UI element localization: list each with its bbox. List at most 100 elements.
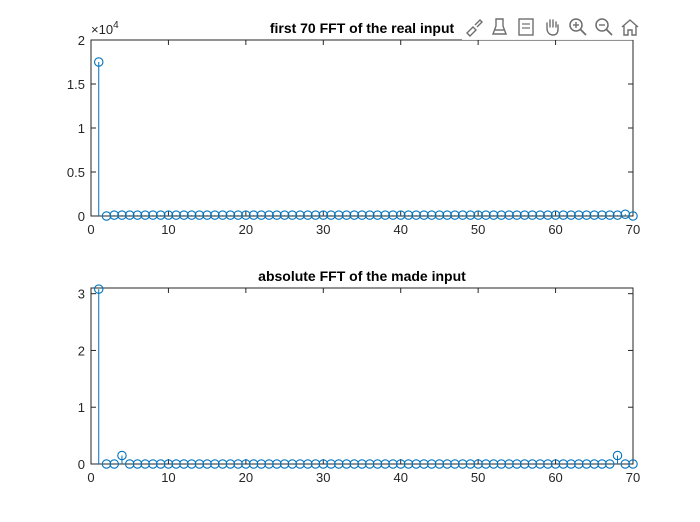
stem-marker	[326, 210, 336, 220]
stem-marker	[504, 210, 514, 220]
stem-marker	[512, 210, 522, 220]
stem-marker	[179, 210, 189, 220]
stem-marker	[434, 459, 445, 469]
stem-marker	[124, 210, 135, 220]
stem-marker	[589, 210, 600, 220]
stem-marker	[496, 210, 507, 220]
stem-marker	[457, 459, 468, 469]
stem-marker	[140, 210, 150, 220]
stem-marker	[612, 450, 623, 461]
stem-marker	[93, 57, 104, 67]
zoom-out-icon[interactable]	[592, 15, 616, 39]
stem-marker	[605, 459, 615, 469]
stem-marker	[628, 459, 638, 469]
stem-marker	[519, 210, 530, 220]
stem-marker	[628, 211, 638, 221]
x-tick-label: 50	[471, 470, 485, 485]
stem-marker	[132, 459, 143, 469]
stem-marker	[117, 450, 127, 461]
chart-title: absolute FFT of the made input	[258, 268, 466, 284]
zoom-in-icon[interactable]	[566, 15, 590, 39]
stem-marker	[287, 459, 298, 469]
x-tick-label: 50	[471, 222, 485, 237]
stem-marker	[403, 459, 414, 469]
stem-marker	[109, 210, 119, 220]
stem-marker	[581, 210, 592, 220]
stem-marker	[241, 210, 251, 220]
stem-marker	[504, 459, 514, 469]
stem-marker	[241, 459, 251, 469]
y-tick-label: 1.5	[67, 77, 85, 92]
stem-marker	[132, 210, 143, 220]
stem-marker	[148, 459, 158, 469]
stem-marker	[419, 210, 429, 220]
stem-marker	[194, 459, 205, 469]
x-tick-label: 60	[548, 222, 562, 237]
stem-marker	[334, 210, 344, 220]
stem-marker	[465, 210, 476, 220]
stem-marker	[148, 210, 158, 220]
stem-marker	[186, 210, 197, 220]
stem-marker	[93, 284, 104, 294]
stem-marker	[535, 459, 545, 469]
stem-marker	[210, 210, 220, 220]
stem-marker	[163, 459, 174, 469]
stem-marker	[481, 459, 491, 469]
stem-marker	[574, 459, 584, 469]
stem-marker	[256, 210, 267, 220]
stem-marker	[442, 210, 452, 220]
stem-marker	[496, 459, 507, 469]
stem-marker	[310, 459, 321, 469]
pan-icon[interactable]	[540, 15, 564, 39]
stem-marker	[481, 210, 491, 220]
stem-marker	[202, 459, 212, 469]
stem-marker	[210, 459, 220, 469]
stem-marker	[527, 459, 538, 469]
stem-marker	[597, 459, 607, 469]
stem-marker	[519, 459, 530, 469]
stem-marker	[550, 210, 561, 220]
y-tick-label: 0.5	[67, 165, 85, 180]
stem-marker	[171, 210, 181, 220]
stem-marker	[543, 210, 553, 220]
subplot-fft-made-input: 0 10 20 30 40 50 60 70 0 1 2 3 absolute FFT of the m…	[78, 268, 640, 485]
stem-marker	[233, 459, 243, 469]
stem-marker	[395, 210, 406, 220]
y-tick-label: 0	[78, 209, 85, 224]
stem-marker	[589, 459, 600, 469]
stem-marker	[426, 459, 437, 469]
stem-marker	[411, 459, 421, 469]
x-tick-label: 0	[87, 470, 94, 485]
x-tick-label: 20	[239, 470, 253, 485]
x-tick-label: 10	[161, 222, 175, 237]
brush-icon[interactable]	[462, 15, 486, 39]
stem-marker	[473, 210, 483, 220]
stem-marker	[279, 459, 290, 469]
stem-marker	[419, 459, 429, 469]
y-tick-label: 1	[78, 121, 85, 136]
stem-marker	[295, 459, 305, 469]
stem-marker	[310, 210, 321, 220]
stem-marker	[155, 459, 166, 469]
stem-marker	[527, 210, 538, 220]
stem-marker	[411, 210, 421, 220]
stem-marker	[163, 210, 174, 220]
x-tick-label: 40	[393, 470, 407, 485]
x-tick-label: 0	[87, 222, 94, 237]
stem-marker	[109, 459, 119, 469]
stem-marker	[264, 210, 274, 220]
legend-icon[interactable]	[488, 15, 512, 39]
home-icon[interactable]	[618, 15, 642, 39]
stem-marker	[605, 210, 615, 220]
x-tick-label: 30	[316, 470, 330, 485]
y-exponent-label: ×104	[91, 20, 119, 37]
stem-marker	[349, 210, 360, 220]
edit-icon[interactable]	[514, 15, 538, 39]
stem-marker	[558, 459, 569, 469]
stem-marker	[217, 459, 228, 469]
x-tick-label: 70	[626, 222, 640, 237]
stem-marker	[364, 459, 375, 469]
stem-marker	[155, 210, 166, 220]
stem-marker	[550, 459, 561, 469]
x-tick-label: 30	[316, 222, 330, 237]
